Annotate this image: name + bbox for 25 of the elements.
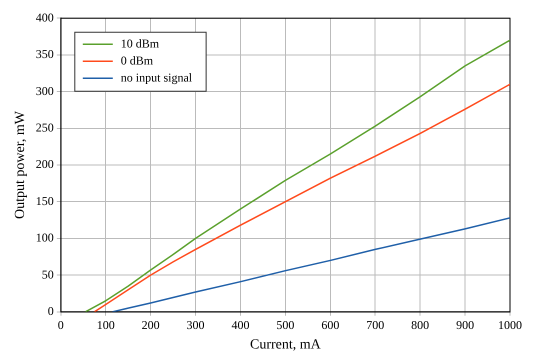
y-axis-title: Output power, mW: [13, 110, 28, 219]
legend-label: 0 dBm: [120, 53, 154, 68]
x-tick-label: 300: [186, 318, 205, 332]
x-tick-label: 500: [276, 318, 294, 332]
y-tick-label: 400: [36, 10, 54, 24]
y-tick-label: 0: [48, 304, 54, 318]
x-tick-label: 800: [411, 318, 430, 332]
y-tick-label: 150: [36, 194, 54, 208]
x-tick-label: 900: [456, 318, 474, 332]
x-tick-label: 0: [58, 318, 64, 332]
y-tick-label: 100: [36, 230, 54, 245]
y-tick-label: 200: [36, 157, 54, 172]
y-tick-label: 300: [36, 84, 54, 98]
x-tick-label: 200: [142, 318, 160, 332]
legend-label: no input signal: [120, 70, 193, 84]
legend-label: 10 dBm: [120, 36, 160, 50]
x-tick-label: 700: [366, 318, 384, 332]
x-tick-label: 400: [231, 318, 250, 332]
y-tick-label: 250: [36, 120, 54, 134]
x-tick-label: 1000: [498, 318, 522, 332]
x-tick-label: 100: [96, 318, 115, 332]
y-tick-label: 350: [36, 47, 54, 62]
y-tick-label: 50: [42, 267, 54, 282]
x-tick-label: 600: [321, 318, 340, 332]
x-axis-title: Current, mA: [250, 337, 322, 352]
